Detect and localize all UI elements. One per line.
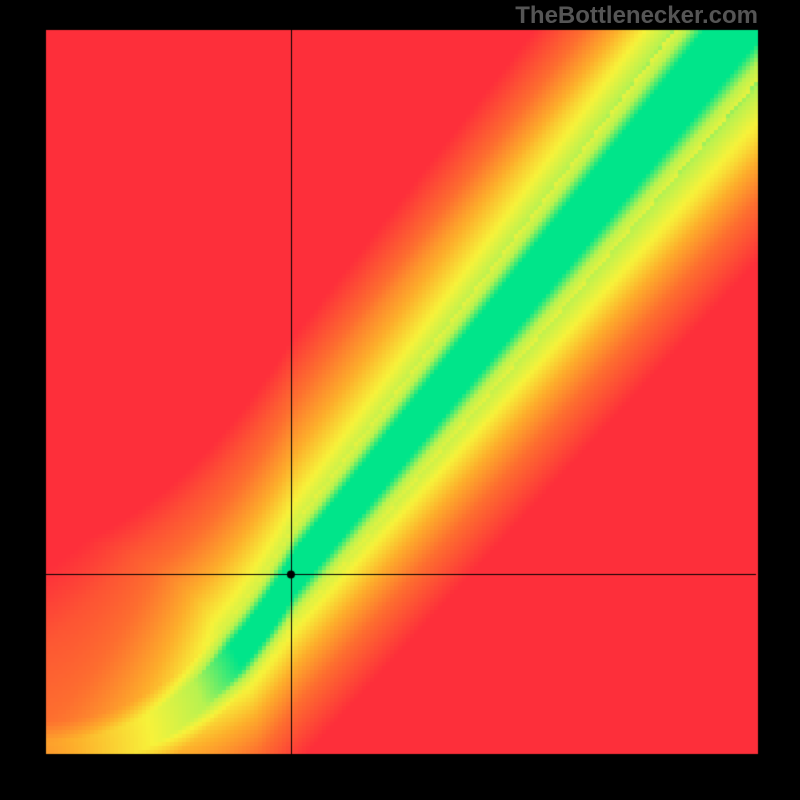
bottleneck-heatmap — [0, 0, 800, 800]
watermark-label: TheBottlenecker.com — [515, 2, 758, 30]
